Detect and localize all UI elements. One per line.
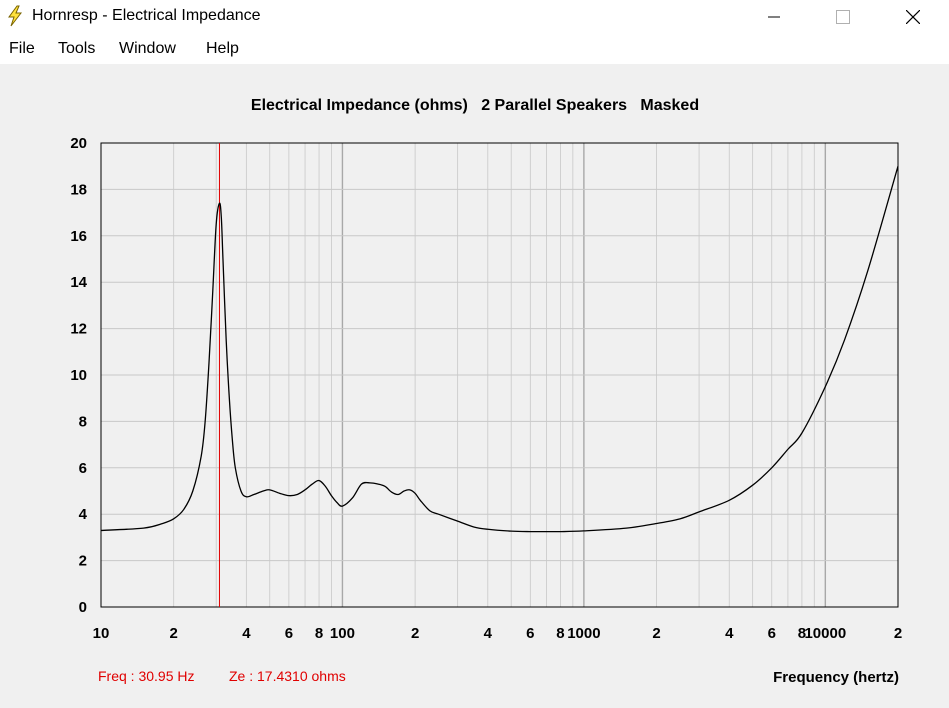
x-tick-label: 2 — [652, 625, 660, 642]
chart-canvas[interactable]: Electrical Impedance (ohms) 2 Parallel S… — [0, 64, 949, 708]
x-tick-label: 10 — [93, 625, 110, 642]
y-tick-label: 0 — [79, 599, 87, 616]
minimize-icon — [768, 16, 780, 18]
impedance-curve — [100, 166, 899, 533]
menu-file[interactable]: File — [9, 40, 35, 57]
title-bar: Hornresp - Electrical Impedance — [0, 0, 949, 34]
y-tick-label: 12 — [70, 321, 87, 338]
y-tick-label: 4 — [79, 506, 88, 523]
y-tick-label: 16 — [70, 228, 87, 245]
x-tick-label: 4 — [242, 625, 251, 642]
maximize-button[interactable] — [820, 0, 866, 34]
menu-tools[interactable]: Tools — [58, 40, 96, 57]
x-tick-label: 6 — [526, 625, 534, 642]
menu-window[interactable]: Window — [119, 40, 176, 57]
x-tick-label: 2 — [411, 625, 419, 642]
freq-readout: Freq : 30.95 Hz — [98, 668, 195, 684]
x-tick-label: 8 — [315, 625, 323, 642]
close-button[interactable] — [890, 0, 936, 34]
x-tick-label: 1000 — [567, 625, 600, 642]
plot-frame — [100, 142, 899, 608]
x-tick-label: 2 — [894, 625, 902, 642]
x-tick-label: 4 — [725, 625, 734, 642]
y-tick-label: 8 — [79, 413, 87, 430]
x-tick-label: 10000 — [804, 625, 846, 642]
x-tick-label: 8 — [798, 625, 806, 642]
grid-lines — [101, 143, 898, 607]
y-tick-label: 10 — [70, 367, 87, 384]
x-tick-label: 2 — [170, 625, 178, 642]
y-tick-label: 6 — [79, 460, 87, 477]
minimize-button[interactable] — [751, 0, 797, 34]
x-tick-label: 6 — [285, 625, 293, 642]
y-tick-label: 20 — [70, 135, 87, 152]
y-tick-label: 18 — [70, 181, 87, 198]
y-axis-ticks: 0 2 4 6 8 10 12 14 16 18 20 — [70, 135, 87, 616]
impedance-chart[interactable]: Electrical Impedance (ohms) 2 Parallel S… — [0, 64, 949, 708]
menu-help[interactable]: Help — [206, 40, 239, 57]
close-icon — [906, 10, 920, 24]
maximize-icon — [836, 10, 850, 24]
x-tick-label: 8 — [556, 625, 564, 642]
chart-title: Electrical Impedance (ohms) 2 Parallel S… — [251, 97, 699, 114]
y-tick-label: 2 — [79, 553, 87, 570]
lightning-bolt-icon — [8, 5, 23, 27]
y-tick-label: 14 — [70, 274, 87, 291]
x-tick-label: 4 — [484, 625, 493, 642]
x-tick-label: 100 — [330, 625, 355, 642]
menu-bar: File Tools Window Help — [0, 34, 949, 64]
window-title: Hornresp - Electrical Impedance — [32, 7, 261, 24]
ze-readout: Ze : 17.4310 ohms — [229, 668, 346, 684]
x-tick-label: 6 — [768, 625, 776, 642]
x-axis-label: Frequency (hertz) — [773, 669, 899, 686]
